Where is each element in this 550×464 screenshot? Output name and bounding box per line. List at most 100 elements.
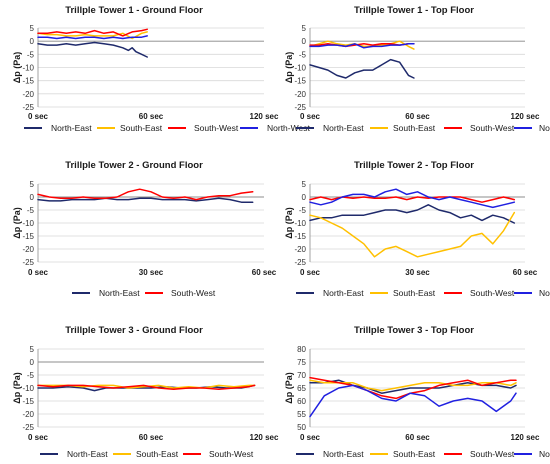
legend-label: North-West: [539, 123, 550, 133]
y-tick-label: 65: [297, 384, 306, 393]
legend: North-East South-East South-West North-West: [296, 288, 550, 298]
legend-label: North-West: [539, 449, 550, 459]
y-axis-label: Δp (Pa): [284, 52, 294, 83]
legend-label: North-East: [323, 449, 364, 459]
chart-panel-5: Trillple Tower 3 - Ground Floor 5 0 -5 -10 -1…: [12, 325, 279, 459]
chart-title: Trillple Tower 2 - Ground Floor: [65, 160, 203, 171]
chart-title: Trillple Tower 1 - Top Floor: [354, 5, 474, 16]
y-tick-label: 70: [297, 371, 306, 380]
y-tick-label: -20: [22, 245, 34, 254]
y-tick-label: 5: [30, 345, 35, 354]
y-tick-label: 5: [30, 180, 35, 189]
x-tick-label: 0 sec: [28, 433, 49, 442]
x-tick-label: 30 sec: [405, 268, 430, 277]
y-tick-label: 80: [297, 345, 306, 354]
x-tick-label: 0 sec: [300, 433, 321, 442]
x-tick-label: 0 sec: [300, 268, 321, 277]
y-axis-label: Δp (Pa): [284, 207, 294, 238]
y-tick-label: -5: [27, 206, 35, 215]
y-tick-label: 55: [297, 410, 306, 419]
y-tick-label: -10: [22, 64, 34, 73]
y-tick-label: -20: [294, 245, 306, 254]
y-tick-label: -5: [299, 206, 307, 215]
y-tick-label: 0: [30, 37, 35, 46]
legend-label: North-East: [323, 123, 364, 133]
y-tick-label: -5: [299, 50, 307, 59]
y-tick-label: -25: [22, 258, 34, 267]
legend: North-East South-East South-West North-West: [296, 449, 550, 459]
y-tick-label: -20: [22, 90, 34, 99]
y-tick-label: -5: [27, 50, 35, 59]
legend-label: North-East: [67, 449, 108, 459]
y-tick-label: -10: [294, 64, 306, 73]
y-tick-label: -10: [22, 219, 34, 228]
legend-label: South-East: [393, 449, 436, 459]
legend-label: South-East: [136, 449, 179, 459]
x-tick-label: 60 sec: [513, 268, 538, 277]
y-tick-label: 60: [297, 397, 306, 406]
y-tick-label: -5: [27, 371, 35, 380]
y-tick-label: -25: [294, 103, 306, 112]
legend: North-East South-East South-West North-West: [296, 123, 550, 133]
y-tick-label: 75: [297, 358, 306, 367]
x-tick-label: 0 sec: [300, 112, 321, 121]
legend: North-East South-East South-West: [40, 449, 254, 459]
chart-panel-1: Trillple Tower 1 - Ground Floor 5 0 -5 -10 -1…: [12, 5, 310, 133]
series-line-north-east: [309, 58, 415, 79]
x-tick-label: 60 sec: [139, 433, 164, 442]
chart-title: Trillple Tower 3 - Ground Floor: [65, 325, 203, 336]
y-axis-label: Δp (Pa): [284, 372, 294, 403]
legend: North-East South-East South-West North-West: [24, 123, 310, 133]
series-line-south-east: [309, 40, 415, 50]
series-line-north-west: [309, 188, 516, 209]
legend-label: South-West: [209, 449, 254, 459]
series-line-south-east: [37, 31, 148, 40]
legend-label: North-West: [539, 288, 550, 298]
legend-label: South-West: [470, 449, 515, 459]
series-line-south-west: [309, 376, 517, 400]
legend-label: South-East: [393, 123, 436, 133]
x-tick-label: 120 sec: [250, 112, 279, 121]
series-line-south-west: [37, 28, 148, 37]
x-tick-label: 0 sec: [28, 112, 49, 121]
x-tick-label: 120 sec: [511, 433, 540, 442]
legend-label: North-East: [323, 288, 364, 298]
legend-label: South-East: [393, 288, 436, 298]
y-tick-label: -20: [294, 90, 306, 99]
y-tick-label: 5: [302, 24, 307, 33]
series-line-south-west: [37, 384, 256, 391]
series-line-south-east: [309, 379, 517, 392]
series-line-south-west: [37, 188, 254, 201]
x-tick-label: 120 sec: [250, 433, 279, 442]
y-tick-label: -15: [22, 232, 34, 241]
y-tick-label: -25: [22, 423, 34, 432]
legend-label: South-East: [120, 123, 163, 133]
y-tick-label: -15: [22, 397, 34, 406]
x-tick-label: 60 sec: [405, 433, 430, 442]
series-line-north-east: [37, 384, 256, 392]
x-tick-label: 0 sec: [28, 268, 49, 277]
y-tick-label: -15: [22, 77, 34, 86]
y-tick-label: 0: [302, 193, 307, 202]
legend: North-East South-West: [72, 288, 216, 298]
chart-title: Trillple Tower 3 - Top Floor: [354, 325, 474, 336]
y-tick-label: -15: [294, 77, 306, 86]
y-tick-label: 0: [302, 37, 307, 46]
chart-title: Trillple Tower 1 - Ground Floor: [65, 5, 203, 16]
series-line-north-east: [37, 41, 148, 58]
x-tick-label: 60 sec: [139, 112, 164, 121]
x-tick-label: 60 sec: [252, 268, 277, 277]
series-line-north-west: [309, 384, 517, 418]
x-tick-label: 30 sec: [139, 268, 164, 277]
y-tick-label: -15: [294, 232, 306, 241]
y-axis-label: Δp (Pa): [12, 207, 22, 238]
y-axis-label: Δp (Pa): [12, 372, 22, 403]
y-tick-label: -20: [22, 410, 34, 419]
y-tick-label: 0: [30, 358, 35, 367]
series-line-north-west: [37, 35, 148, 40]
series-line-north-west: [309, 43, 415, 49]
y-tick-label: -10: [22, 384, 34, 393]
series-line-south-east: [309, 211, 516, 258]
x-tick-label: 120 sec: [511, 112, 540, 121]
